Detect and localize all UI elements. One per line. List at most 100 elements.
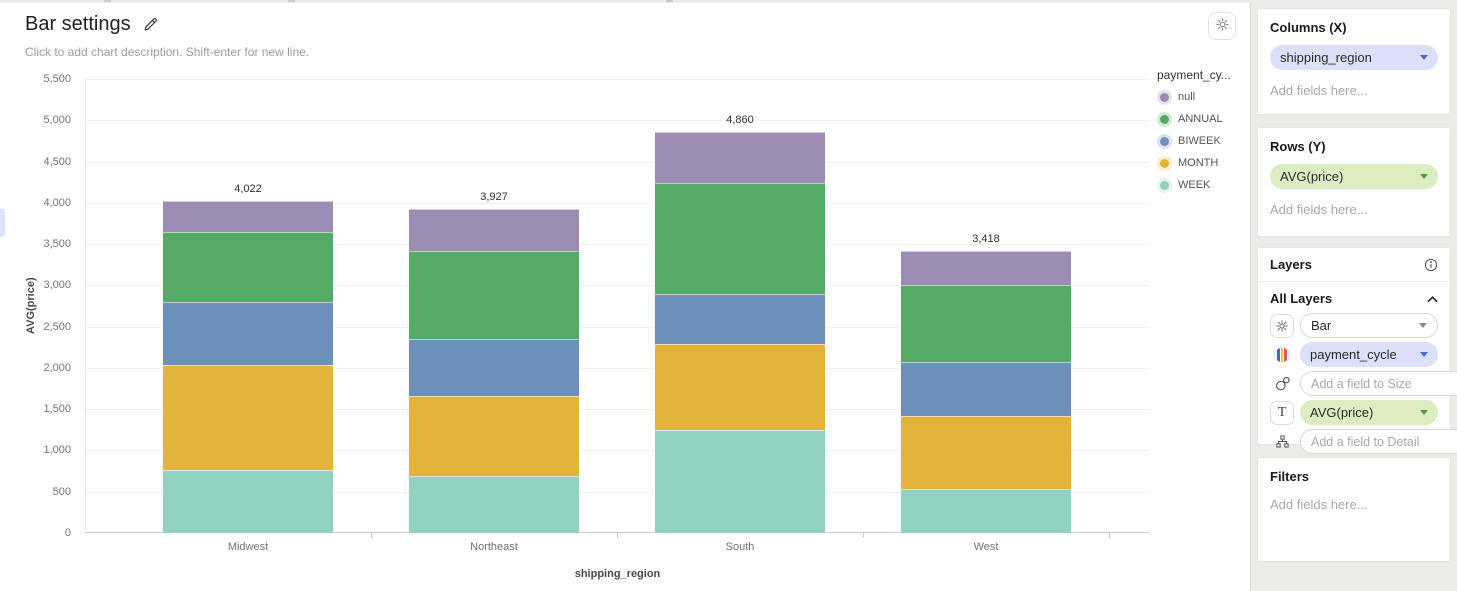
- layer-type-select[interactable]: Bar: [1300, 313, 1438, 338]
- bar-segment[interactable]: [163, 301, 333, 365]
- legend-item-label: ANNUAL: [1178, 113, 1223, 125]
- bar-segment[interactable]: [901, 489, 1071, 533]
- bar-segment[interactable]: [409, 476, 579, 533]
- y-tick-label: 4,000: [43, 196, 71, 209]
- legend-item-label: WEEK: [1178, 179, 1211, 191]
- y-tick-label: 1,000: [43, 444, 71, 457]
- label-field-label: AVG(price): [1310, 405, 1374, 420]
- legend-item[interactable]: null: [1157, 91, 1249, 103]
- y-tick-label: 5,000: [43, 114, 71, 127]
- chart-title: Bar settings: [25, 13, 131, 35]
- layer-settings-gear-icon[interactable]: [1270, 313, 1294, 338]
- bar-segment[interactable]: [655, 293, 825, 344]
- legend-title: payment_cy...: [1157, 68, 1231, 82]
- columns-field-label: shipping_region: [1280, 50, 1372, 65]
- gridline: [85, 368, 1150, 369]
- detail-field-input[interactable]: [1300, 429, 1457, 454]
- y-tick-label: 2,500: [43, 320, 71, 333]
- chart-settings-gear-button[interactable]: [1208, 12, 1236, 40]
- legend-item-label: BIWEEK: [1178, 135, 1221, 147]
- bar-total-label: 4,022: [234, 183, 262, 196]
- y-tick-label: 2,000: [43, 361, 71, 374]
- gridline: [85, 79, 1150, 80]
- legend-item[interactable]: WEEK: [1157, 179, 1249, 191]
- y-tick-label: 3,500: [43, 238, 71, 251]
- y-tick-label: 3,000: [43, 279, 71, 292]
- legend-swatch-icon: [1160, 92, 1169, 102]
- chevron-down-icon: [1419, 323, 1427, 328]
- bar-total-label: 3,927: [480, 190, 508, 203]
- x-axis-title: shipping_region: [574, 568, 661, 580]
- legend-swatch-icon: [1160, 180, 1169, 190]
- columns-field-pill[interactable]: shipping_region: [1270, 45, 1438, 70]
- bar-total-label: 4,860: [726, 113, 754, 126]
- gridline: [85, 409, 1150, 410]
- crop-mark: [288, 0, 295, 2]
- y-tick-label: 500: [52, 485, 71, 498]
- color-field-pill[interactable]: payment_cycle: [1300, 342, 1438, 367]
- filters-drop-zone[interactable]: Add fields here...: [1270, 497, 1368, 512]
- bar-segment[interactable]: [901, 250, 1071, 285]
- rows-y-card: Rows (Y) AVG(price) Add fields here...: [1257, 127, 1451, 237]
- y-axis-ticks: 0 500 1,000 1,500 2,000 2,500 3,000 3,500 4,000 4…: [0, 73, 78, 539]
- info-icon[interactable]: [1424, 258, 1438, 272]
- detail-hierarchy-icon: [1270, 430, 1294, 454]
- chart-description-placeholder[interactable]: Click to add chart description. Shift-en…: [25, 45, 310, 59]
- bar-segment[interactable]: [409, 339, 579, 396]
- bar-segment[interactable]: [409, 250, 579, 340]
- gear-icon: [1215, 17, 1230, 35]
- x-tick-mark: [863, 533, 864, 538]
- x-tick-mark: [371, 533, 372, 538]
- legend-items: null ANNUAL BIWEEK MONTH WEEK: [1157, 91, 1249, 191]
- bar-total-label: 3,418: [972, 232, 1000, 245]
- all-layers-label: All Layers: [1270, 291, 1333, 306]
- bar-segment[interactable]: [163, 231, 333, 302]
- filters-card: Filters Add fields here...: [1257, 457, 1451, 562]
- bar-segment[interactable]: [409, 208, 579, 251]
- bar-segment[interactable]: [409, 395, 579, 477]
- bar-segment[interactable]: [655, 343, 825, 430]
- plot-area: 4,022 Midwest 3,927 Northeast 4,860 South 3,41…: [85, 79, 1150, 553]
- columns-drop-zone[interactable]: Add fields here...: [1270, 83, 1368, 98]
- bar-segment[interactable]: [901, 362, 1071, 416]
- legend-swatch-icon: [1160, 114, 1169, 124]
- legend-swatch-icon: [1160, 158, 1169, 168]
- x-tick-mark: [617, 533, 618, 538]
- gridline: [85, 203, 1150, 204]
- text-label-icon: T: [1270, 400, 1294, 425]
- settings-panel: Columns (X) shipping_region Add fields h…: [1251, 0, 1457, 591]
- bar-segment[interactable]: [901, 284, 1071, 363]
- collapse-chevron-up-icon[interactable]: [1427, 295, 1438, 303]
- legend-item[interactable]: ANNUAL: [1157, 113, 1249, 125]
- size-icon: [1270, 372, 1294, 396]
- legend: payment_cy... null ANNUAL BIWEEK MONTH WEEK: [1157, 68, 1249, 201]
- y-axis-line: [85, 79, 86, 533]
- bar-segment[interactable]: [163, 364, 333, 471]
- edit-title-pencil-icon[interactable]: [142, 16, 159, 33]
- columns-x-card: Columns (X) shipping_region Add fields h…: [1257, 8, 1451, 115]
- gridline: [85, 120, 1150, 121]
- bar-segment[interactable]: [163, 201, 333, 232]
- size-field-input[interactable]: [1300, 371, 1457, 396]
- gridline: [85, 327, 1150, 328]
- x-tick-label: West: [973, 541, 999, 553]
- legend-item[interactable]: BIWEEK: [1157, 135, 1249, 147]
- rows-drop-zone[interactable]: Add fields here...: [1270, 202, 1368, 217]
- bar-segment[interactable]: [655, 131, 825, 184]
- color-field-label: payment_cycle: [1310, 347, 1397, 362]
- chevron-down-icon: [1420, 174, 1428, 179]
- y-tick-label: 4,500: [43, 155, 71, 168]
- y-tick-label: 1,500: [43, 403, 71, 416]
- bar-segment[interactable]: [655, 183, 825, 294]
- bar-segment[interactable]: [655, 429, 825, 533]
- legend-item[interactable]: MONTH: [1157, 157, 1249, 169]
- filters-header: Filters: [1270, 469, 1310, 484]
- rows-field-pill[interactable]: AVG(price): [1270, 164, 1438, 189]
- x-tick-mark: [1109, 533, 1110, 538]
- bar-segment[interactable]: [163, 470, 333, 533]
- bar-segment[interactable]: [901, 415, 1071, 490]
- label-field-pill[interactable]: AVG(price): [1300, 400, 1438, 425]
- top-crop-strip: [0, 0, 1251, 3]
- divider: [1258, 281, 1450, 282]
